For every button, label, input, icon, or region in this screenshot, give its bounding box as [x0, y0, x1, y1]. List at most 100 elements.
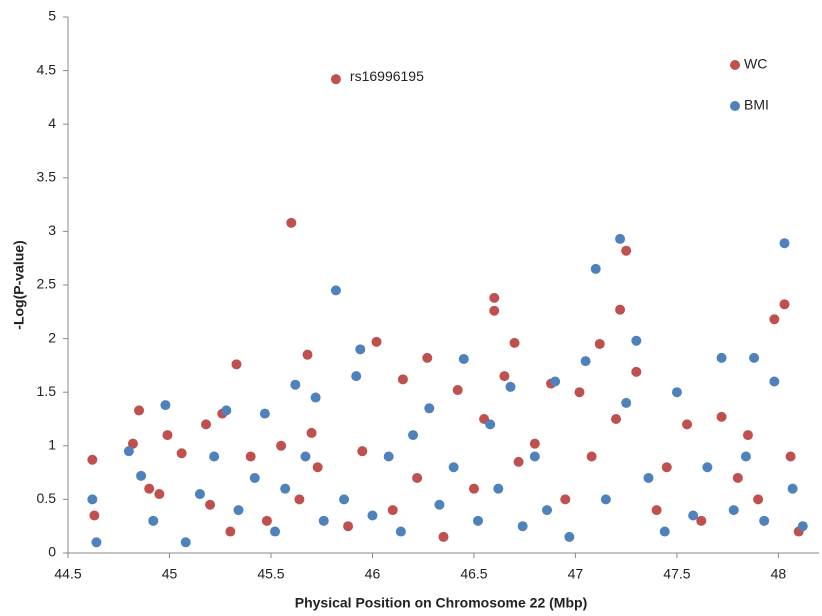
- point: [513, 456, 524, 467]
- legend-marker: [730, 60, 740, 70]
- point: [127, 438, 138, 449]
- point: [412, 472, 423, 483]
- point: [787, 483, 798, 494]
- point: [302, 349, 313, 360]
- point: [586, 451, 597, 462]
- point: [221, 405, 232, 416]
- point: [162, 430, 173, 441]
- point: [452, 385, 463, 396]
- point: [779, 299, 790, 310]
- y-tick-label: 1: [48, 437, 56, 453]
- point: [448, 462, 459, 473]
- point: [631, 366, 642, 377]
- y-tick-label: 4.5: [37, 61, 57, 77]
- point: [259, 408, 270, 419]
- point: [716, 352, 727, 363]
- y-tick-label: 3.5: [37, 169, 57, 185]
- point: [611, 414, 622, 424]
- point: [343, 521, 354, 532]
- y-tick-label: 5: [48, 8, 56, 24]
- point: [434, 499, 445, 510]
- point: [318, 515, 329, 526]
- legend-label: WC: [744, 56, 767, 72]
- point: [659, 526, 670, 537]
- point: [276, 440, 287, 451]
- point: [91, 537, 102, 548]
- point: [148, 515, 159, 526]
- point: [574, 387, 585, 398]
- point: [682, 419, 693, 430]
- point: [209, 451, 220, 462]
- point: [564, 531, 575, 542]
- x-tick-label: 47.5: [663, 566, 690, 582]
- point: [728, 505, 739, 516]
- point: [769, 376, 780, 387]
- point: [688, 510, 699, 521]
- point: [371, 336, 382, 347]
- point: [160, 400, 171, 411]
- point: [154, 489, 165, 500]
- point: [473, 515, 484, 526]
- point: [517, 521, 528, 532]
- point: [136, 470, 147, 481]
- point: [245, 451, 256, 462]
- point: [600, 494, 611, 505]
- point: [621, 397, 632, 408]
- point: [261, 515, 272, 526]
- point: [231, 359, 242, 370]
- point: [702, 462, 713, 473]
- point: [615, 233, 626, 244]
- point: [631, 335, 642, 346]
- point: [397, 374, 408, 385]
- point: [661, 462, 672, 473]
- point: [740, 451, 751, 462]
- point: [590, 263, 601, 274]
- point: [785, 451, 796, 462]
- point: [424, 403, 435, 414]
- legend-label: BMI: [744, 97, 769, 113]
- point: [87, 494, 98, 505]
- point: [205, 499, 216, 510]
- point: [367, 510, 378, 521]
- point: [615, 304, 626, 315]
- point: [387, 505, 398, 516]
- x-tick-label: 48: [771, 566, 787, 582]
- point: [542, 505, 553, 516]
- point: [797, 521, 808, 532]
- point: [357, 446, 368, 457]
- point: [759, 515, 770, 526]
- point: [194, 489, 205, 500]
- point: [87, 454, 98, 465]
- point: [422, 352, 433, 363]
- point: [144, 483, 155, 494]
- legend-marker: [730, 101, 740, 111]
- point: [468, 483, 479, 494]
- point: [529, 451, 540, 462]
- point: [696, 515, 707, 526]
- point: [489, 305, 500, 316]
- y-tick-label: 2.5: [37, 276, 57, 292]
- point: [621, 245, 632, 256]
- point: [312, 462, 323, 473]
- point: [499, 371, 510, 382]
- y-tick-label: 2: [48, 329, 56, 345]
- x-tick-label: 45.5: [257, 566, 284, 582]
- point: [300, 451, 311, 462]
- point: [270, 526, 281, 537]
- point: [529, 438, 540, 449]
- x-axis-label: Physical Position on Chromosome 22 (Mbp): [295, 595, 587, 611]
- point: [732, 472, 743, 483]
- point: [280, 483, 291, 494]
- point: [485, 419, 496, 430]
- y-tick-label: 1.5: [37, 383, 57, 399]
- point: [643, 472, 654, 483]
- point: [306, 427, 317, 438]
- x-tick-label: 44.5: [54, 566, 81, 582]
- point: [505, 381, 516, 392]
- point: [225, 526, 236, 537]
- point: [779, 238, 790, 249]
- x-tick-label: 47: [568, 566, 584, 582]
- point: [310, 392, 321, 403]
- point: [493, 483, 504, 494]
